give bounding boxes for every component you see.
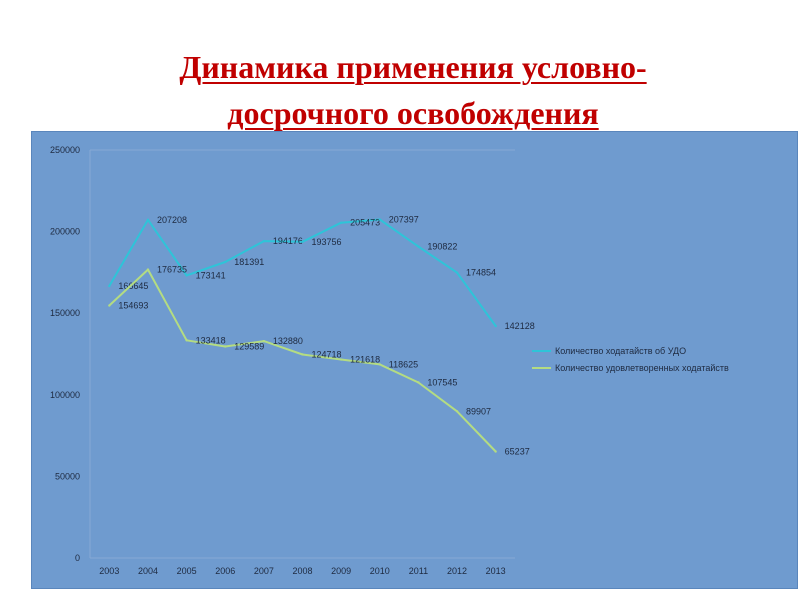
- data-label: 194176: [273, 236, 303, 246]
- y-tick-label: 100000: [50, 390, 80, 400]
- data-label: 132880: [273, 336, 303, 346]
- x-tick-label: 2009: [331, 566, 351, 576]
- data-label: 181391: [234, 257, 264, 267]
- x-tick-label: 2010: [370, 566, 390, 576]
- data-point: [224, 260, 227, 264]
- data-point: [146, 268, 150, 271]
- x-tick-label: 2013: [486, 566, 506, 576]
- x-tick-label: 2008: [292, 566, 312, 576]
- data-point: [494, 450, 497, 453]
- data-label: 89907: [466, 406, 491, 416]
- data-point: [455, 271, 459, 274]
- data-point: [262, 239, 266, 243]
- y-tick-label: 150000: [50, 308, 80, 318]
- data-point: [417, 381, 420, 384]
- data-label: 124718: [312, 349, 342, 359]
- x-tick-label: 2003: [99, 566, 119, 576]
- x-tick-label: 2006: [215, 566, 235, 576]
- data-label: 142128: [505, 321, 535, 331]
- series-line-2: [108, 268, 497, 453]
- data-label: 174854: [466, 268, 496, 278]
- slide-title-line2: досрочного освобождения: [227, 95, 599, 131]
- data-point: [494, 324, 497, 328]
- data-point: [108, 284, 111, 288]
- data-point: [146, 218, 150, 222]
- legend-label-2: Количество удовлетворенных ходатайств: [555, 363, 729, 373]
- data-point: [378, 218, 381, 221]
- legend-label-1: Количество ходатайств об УДО: [555, 346, 686, 356]
- data-point: [108, 304, 111, 307]
- data-point: [185, 274, 188, 277]
- data-point: [339, 221, 343, 224]
- x-tick-label: 2007: [254, 566, 274, 576]
- udo-line-chart: 0 50000 100000 150000 200000 250000 2003 2004 20…: [50, 145, 729, 576]
- data-point: [224, 345, 227, 348]
- x-tick-label: 2012: [447, 566, 467, 576]
- data-label: 133418: [196, 335, 226, 345]
- data-label: 154693: [118, 301, 148, 311]
- data-point: [455, 410, 459, 413]
- x-tick-label: 2005: [177, 566, 197, 576]
- data-label: 166645: [118, 281, 148, 291]
- y-tick-label: 200000: [50, 227, 80, 237]
- data-point: [301, 353, 304, 356]
- data-label: 65237: [505, 447, 530, 457]
- data-point: [262, 339, 266, 343]
- y-tick-label: 50000: [55, 471, 80, 481]
- x-tick-label: 2011: [409, 566, 428, 576]
- data-point: [185, 339, 188, 342]
- slide-title-line1: Динамика применения условно-: [179, 49, 647, 85]
- data-point: [378, 363, 381, 366]
- data-label: 190822: [427, 242, 457, 252]
- data-label: 176735: [157, 265, 187, 275]
- data-label: 205473: [350, 218, 380, 228]
- y-tick-label: 0: [75, 553, 80, 563]
- data-label: 173141: [196, 270, 226, 280]
- x-tick-label: 2004: [138, 566, 158, 576]
- slide-title: Динамика применения условно- досрочного …: [0, 44, 800, 136]
- data-label: 207208: [157, 215, 187, 225]
- data-label: 107545: [427, 377, 457, 387]
- data-label: 121618: [350, 355, 380, 365]
- chart-panel: 0 50000 100000 150000 200000 250000 2003 2004 20…: [31, 131, 798, 589]
- data-label: 118625: [389, 359, 418, 369]
- data-label: 129589: [234, 342, 264, 352]
- data-point: [339, 358, 343, 361]
- y-tick-label: 250000: [50, 145, 80, 155]
- data-label: 193756: [312, 237, 342, 247]
- data-label: 207397: [389, 215, 419, 225]
- data-point: [301, 240, 304, 243]
- data-point: [417, 245, 420, 248]
